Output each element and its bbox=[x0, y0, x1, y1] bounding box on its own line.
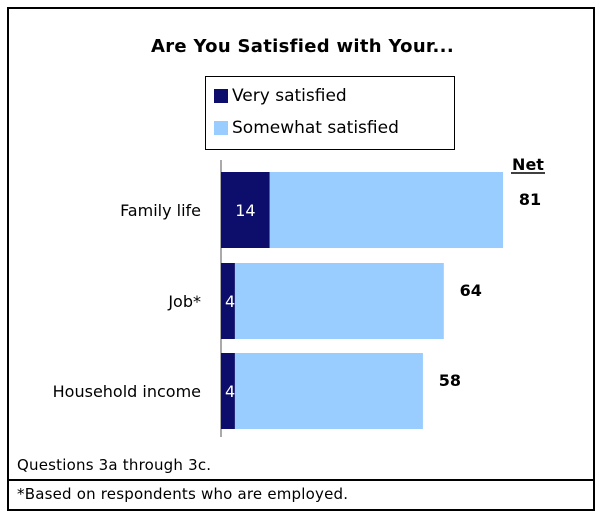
bar-somewhat-satisfied-household-income bbox=[234, 353, 423, 429]
category-label-household-income: Household income bbox=[53, 382, 201, 401]
legend-label-very-satisfied: Very satisfied bbox=[232, 86, 347, 106]
legend-swatch-very-satisfied bbox=[214, 89, 228, 103]
net-header: Net bbox=[512, 155, 544, 174]
category-label-family-life: Family life bbox=[120, 201, 201, 220]
legend-item-somewhat-satisfied: Somewhat satisfied bbox=[214, 116, 399, 140]
net-value-household-income: 58 bbox=[439, 371, 461, 390]
footer-divider bbox=[7, 479, 595, 481]
bar-very-satisfied-family-life bbox=[221, 172, 270, 248]
legend-swatch-somewhat-satisfied bbox=[214, 121, 228, 135]
legend-label-somewhat-satisfied: Somewhat satisfied bbox=[232, 118, 399, 138]
footnote-employed: *Based on respondents who are employed. bbox=[17, 485, 349, 503]
value-label-job: 4 bbox=[225, 292, 235, 311]
net-value-job: 64 bbox=[460, 281, 482, 300]
value-label-family-life: 14 bbox=[235, 201, 255, 220]
bar-very-satisfied-household-income bbox=[221, 353, 235, 429]
footnote-questions: Questions 3a through 3c. bbox=[17, 456, 212, 474]
bar-somewhat-satisfied-job bbox=[234, 263, 444, 339]
chart-legend: Very satisfied Somewhat satisfied bbox=[205, 76, 455, 150]
net-value-family-life: 81 bbox=[519, 190, 541, 209]
chart-title: Are You Satisfied with Your... bbox=[151, 36, 454, 57]
legend-item-very-satisfied: Very satisfied bbox=[214, 84, 347, 108]
category-label-job: Job* bbox=[167, 292, 201, 311]
bar-very-satisfied-job bbox=[221, 263, 235, 339]
bar-somewhat-satisfied-family-life bbox=[269, 172, 503, 248]
value-label-household-income: 4 bbox=[225, 382, 235, 401]
